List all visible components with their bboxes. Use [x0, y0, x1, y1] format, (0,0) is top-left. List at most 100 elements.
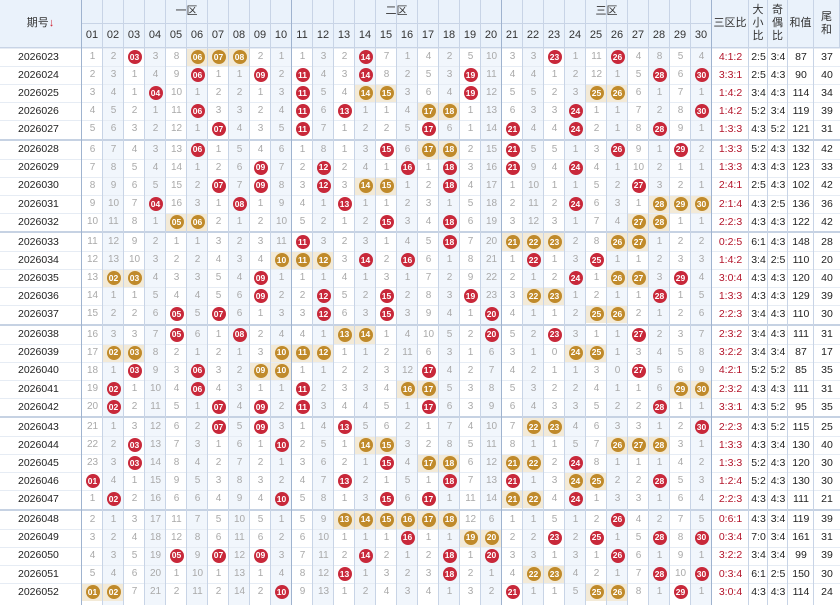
drawn-number-cell: 30: [691, 529, 712, 547]
drawn-number-cell: 05: [166, 213, 187, 231]
miss-count-cell: 3: [110, 328, 117, 340]
odd-even-cell: 4:3: [770, 328, 786, 341]
drawn-number-cell: 26: [607, 511, 628, 529]
odd-even-cell: 4:3: [770, 161, 786, 174]
drawn-ball: 17: [421, 381, 436, 396]
miss-count-cell: 9: [530, 161, 537, 173]
tail-sum-cell: 40: [821, 271, 833, 284]
miss-count-cell: 22: [485, 272, 498, 284]
sort-arrow-icon[interactable]: ↓: [48, 17, 55, 29]
miss-count-cell: 1: [677, 161, 684, 173]
number-header-04: 04: [145, 24, 166, 48]
drawn-ball: 18: [442, 548, 457, 563]
miss-count-cell: 1: [467, 308, 474, 320]
drawn-ball: 24: [568, 456, 583, 471]
miss-count-cell: 3: [467, 585, 474, 597]
zone-ratio-cell: 3:2:2: [718, 346, 743, 359]
miss-count-cell: 2: [89, 513, 96, 525]
miss-count-cell: 2: [278, 400, 285, 412]
period-cell: 2026043: [18, 420, 59, 433]
miss-count-cell: 1: [383, 197, 390, 209]
drawn-ball: 13: [337, 512, 352, 527]
odd-even-cell: 3:4: [770, 346, 786, 359]
drawn-number-cell: 29: [670, 141, 691, 159]
drawn-ball: 18: [442, 235, 457, 250]
drawn-number-cell: 12: [313, 344, 334, 362]
miss-count-cell: 2: [236, 364, 243, 376]
drawn-ball: 15: [379, 214, 394, 229]
miss-count-cell: 9: [173, 69, 180, 81]
miss-count-cell: 1: [572, 513, 579, 525]
period-column-header[interactable]: 期号 ↓: [0, 0, 82, 48]
miss-count-cell: 1: [530, 475, 537, 487]
miss-count-cell: 4: [509, 308, 516, 320]
miss-count-cell: 2: [698, 457, 705, 469]
drawn-number-cell: 11: [292, 344, 313, 362]
drawn-number-cell: 30: [691, 195, 712, 213]
drawn-ball: 18: [442, 456, 457, 471]
miss-count-cell: 9: [194, 549, 201, 561]
miss-count-cell: 4: [173, 290, 180, 302]
big-small-cell: 2:5: [751, 50, 766, 63]
miss-count-cell: 2: [530, 364, 537, 376]
drawn-number-cell: 26: [607, 84, 628, 102]
miss-count-cell: 4: [320, 421, 327, 433]
miss-count-cell: 2: [404, 197, 411, 209]
miss-count-cell: 8: [467, 254, 474, 266]
big-small-cell: 3:4: [751, 328, 766, 341]
miss-count-cell: 2: [446, 51, 453, 63]
drawn-ball: 12: [316, 178, 331, 193]
miss-count-cell: 7: [278, 161, 285, 173]
drawn-number-cell: 11: [292, 66, 313, 84]
drawn-ball: 06: [190, 214, 205, 229]
zone-ratio-cell: 1:3:3: [718, 290, 743, 303]
miss-count-cell: 3: [194, 272, 201, 284]
odd-even-cell: 2:5: [770, 197, 786, 210]
miss-count-cell: 1: [698, 585, 705, 597]
miss-count-cell: 7: [446, 421, 453, 433]
miss-count-cell: 4: [194, 290, 201, 302]
miss-count-cell: 1: [425, 475, 432, 487]
miss-count-cell: 1: [551, 254, 558, 266]
miss-count-cell: 2: [509, 272, 516, 284]
drawn-number-cell: 22: [523, 418, 544, 436]
miss-count-cell: 5: [299, 215, 306, 227]
drawn-ball: 11: [295, 122, 310, 137]
period-cell: 2026046: [18, 475, 59, 488]
drawn-number-cell: 28: [649, 529, 670, 547]
drawn-ball: 07: [211, 399, 226, 414]
sum-cell: 102: [792, 179, 810, 192]
miss-count-cell: 5: [404, 123, 411, 135]
drawn-number-cell: 24: [565, 159, 586, 177]
drawn-ball: 11: [295, 86, 310, 101]
drawn-number-cell: 22: [523, 251, 544, 269]
miss-count-cell: 1: [341, 493, 348, 505]
drawn-ball: 03: [127, 438, 142, 453]
drawn-number-cell: 03: [124, 454, 145, 472]
drawn-ball: 18: [442, 512, 457, 527]
drawn-ball: 28: [652, 214, 667, 229]
drawn-number-cell: 02: [103, 490, 124, 508]
miss-count-cell: 10: [527, 179, 540, 191]
drawn-ball: 04: [148, 86, 163, 101]
drawn-ball: 23: [547, 235, 562, 250]
number-header-09: 09: [250, 24, 271, 48]
sum-cell: 111: [793, 382, 809, 395]
miss-count-cell: 4: [677, 457, 684, 469]
drawn-number-cell: 25: [586, 583, 607, 601]
miss-count-cell: 10: [191, 567, 204, 579]
miss-count-cell: 9: [173, 475, 180, 487]
miss-count-cell: 3: [698, 475, 705, 487]
miss-count-cell: 14: [233, 585, 246, 597]
miss-count-cell: 3: [320, 236, 327, 248]
big-small-cell: 3:4: [751, 549, 766, 562]
drawn-number-cell: 30: [691, 418, 712, 436]
miss-count-cell: 1: [446, 531, 453, 543]
drawn-ball: 03: [127, 345, 142, 360]
miss-count-cell: 5: [509, 382, 516, 394]
miss-count-cell: 1: [614, 457, 621, 469]
drawn-ball: 11: [295, 104, 310, 119]
miss-count-cell: 4: [341, 272, 348, 284]
tail-sum-cell: 30: [821, 475, 833, 488]
big-small-cell: 4:3: [751, 161, 766, 174]
